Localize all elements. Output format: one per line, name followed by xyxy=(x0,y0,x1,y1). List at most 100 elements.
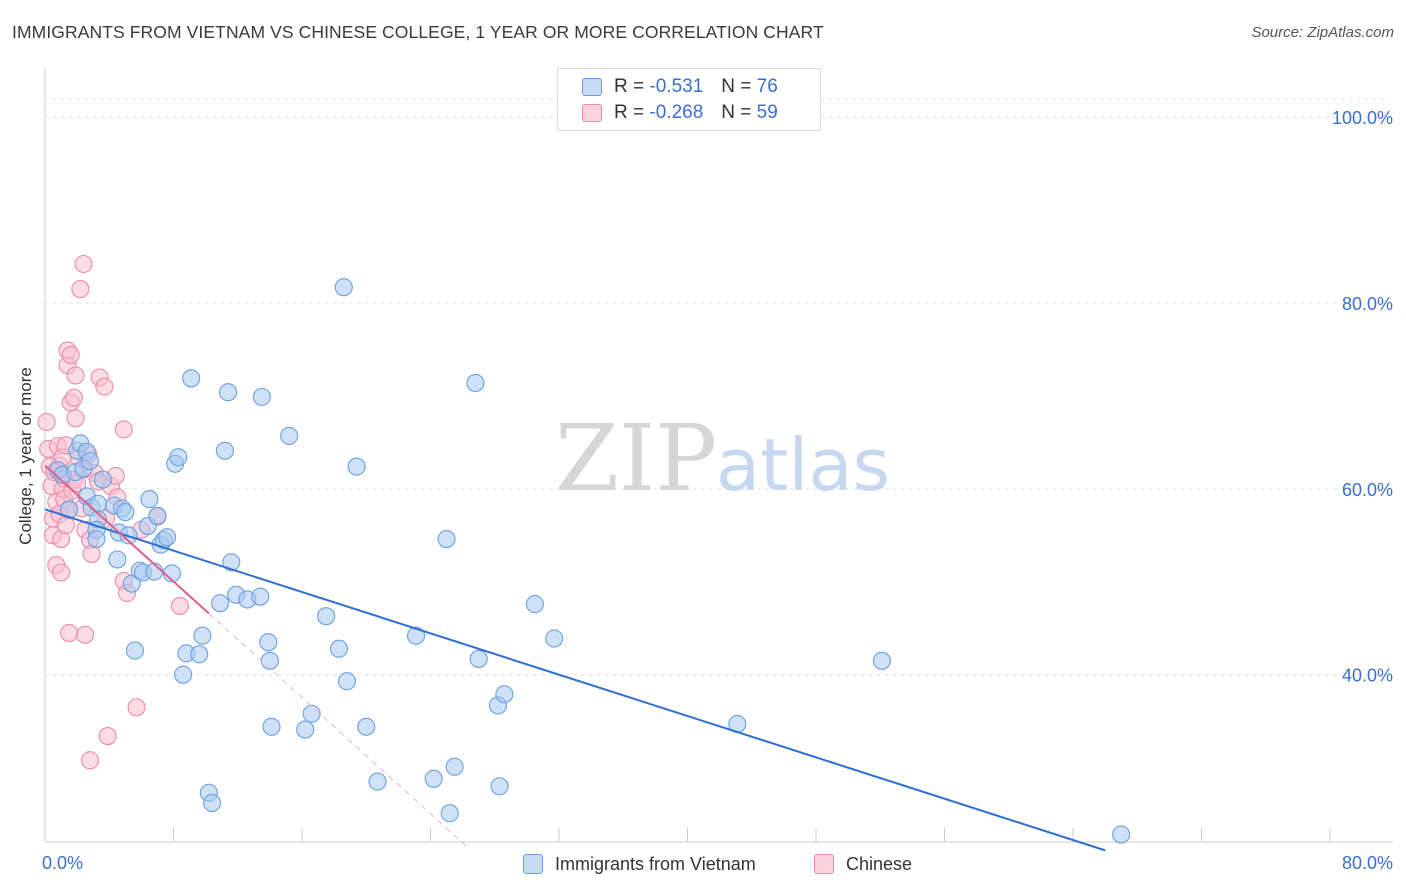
y-tick-label: 40.0% xyxy=(1342,666,1393,686)
vietnam-point xyxy=(368,772,387,791)
vietnam-point xyxy=(259,633,278,652)
vietnam-point xyxy=(88,494,108,513)
vietnam-point xyxy=(93,470,112,489)
vietnam-point xyxy=(437,530,456,549)
vietnam-point xyxy=(329,639,348,658)
chinese-trend-extension xyxy=(208,613,467,847)
chinese-point xyxy=(114,420,133,439)
vietnam-point xyxy=(490,777,509,796)
watermark-atlas: atlas xyxy=(716,423,890,507)
x-tick-label-max: 80.0% xyxy=(1342,853,1393,873)
legend-swatch-chinese xyxy=(582,104,602,122)
vietnam-point xyxy=(262,717,281,736)
legend-r-value: -0.268 xyxy=(649,102,704,123)
chinese-point xyxy=(98,727,117,746)
vietnam-point xyxy=(445,757,464,776)
tick-labels: 40.0% 60.0% 80.0% 100.0% 0.0% 80.0% xyxy=(42,108,1393,873)
vietnam-point xyxy=(140,490,159,509)
legend-n-label: N = xyxy=(721,102,752,123)
vietnam-point xyxy=(108,550,127,569)
vietnam-point xyxy=(347,457,366,476)
vietnam-point xyxy=(122,574,141,593)
chinese-point xyxy=(66,366,85,385)
source-label: Source: ZipAtlas.com xyxy=(1251,24,1394,41)
chinese-trend-line xyxy=(44,464,210,615)
chinese-point xyxy=(71,280,90,299)
bottom-legend-chinese: Chinese xyxy=(814,852,912,876)
vietnam-point xyxy=(424,769,443,788)
vietnam-point xyxy=(260,651,279,670)
vietnam-point xyxy=(125,641,144,660)
bottom-legend-label-chinese: Chinese xyxy=(846,853,913,874)
chinese-point xyxy=(52,563,71,582)
grid-lines xyxy=(45,98,1390,676)
chinese-point xyxy=(127,698,146,717)
y-tick-label: 60.0% xyxy=(1342,480,1393,500)
y-tick-label: 80.0% xyxy=(1342,294,1393,314)
chinese-point xyxy=(61,346,80,365)
chinese-point xyxy=(66,409,85,428)
chinese-point xyxy=(170,596,189,616)
vietnam-point xyxy=(203,793,222,813)
vietnam-point xyxy=(337,672,357,691)
legend-r-label: R = xyxy=(614,76,645,97)
chinese-point xyxy=(95,377,114,396)
correlation-legend: R = -0.531 N = 76 R = -0.268 N = 59 xyxy=(557,68,821,131)
chinese-point xyxy=(37,412,56,432)
trend-lines xyxy=(44,464,1106,852)
vietnam-point xyxy=(525,595,544,614)
vietnam-point xyxy=(440,804,459,823)
vietnam-point xyxy=(158,528,177,547)
vietnam-point xyxy=(148,506,167,525)
vietnam-point xyxy=(87,530,106,549)
chinese-point xyxy=(76,625,95,644)
chinese-point xyxy=(80,751,100,770)
vietnam-trend-line xyxy=(44,508,1106,852)
bottom-legend-swatch-chinese xyxy=(814,854,834,874)
vietnam-point xyxy=(169,448,188,467)
legend-n-label: N = xyxy=(721,76,752,97)
legend-swatch-vietnam xyxy=(582,78,602,96)
vietnam-point xyxy=(211,594,230,613)
legend-row-vietnam: R = -0.531 N = 76 xyxy=(582,76,778,98)
vietnam-point xyxy=(174,665,193,684)
vietnam-point xyxy=(334,278,353,297)
bottom-legend-vietnam: Immigrants from Vietnam xyxy=(523,852,756,876)
chinese-point xyxy=(64,388,83,407)
vietnam-point xyxy=(296,720,315,739)
vietnam-point xyxy=(317,607,336,626)
legend-n-value: 59 xyxy=(756,102,778,123)
legend-r-label: R = xyxy=(614,102,645,123)
vietnam-point xyxy=(215,441,234,460)
vietnam-point xyxy=(145,562,164,581)
vietnam-point xyxy=(252,387,271,406)
vietnam-point xyxy=(219,383,238,402)
chinese-point xyxy=(56,516,75,535)
vietnam-point xyxy=(302,704,321,723)
vietnam-point xyxy=(80,451,100,471)
vietnam-point xyxy=(182,369,201,388)
bottom-legend-swatch-vietnam xyxy=(523,854,543,874)
vietnam-point xyxy=(466,373,485,392)
legend-r-value: -0.531 xyxy=(649,76,704,97)
vietnam-point xyxy=(116,503,135,522)
vietnam-point xyxy=(190,645,209,664)
vietnam-point xyxy=(280,426,299,445)
vietnam-point xyxy=(872,651,891,670)
legend-n-value: 76 xyxy=(756,76,778,97)
zipatlas-watermark: ZIP atlas xyxy=(555,405,890,512)
vietnam-point xyxy=(406,626,426,645)
legend-row-chinese: R = -0.268 N = 59 xyxy=(582,102,778,124)
y-tick-label: 100.0% xyxy=(1332,108,1393,128)
vietnam-point xyxy=(193,626,212,645)
vietnam-point xyxy=(251,587,270,606)
vietnam-point xyxy=(222,553,241,572)
watermark-zip: ZIP xyxy=(555,405,717,512)
chinese-point xyxy=(74,254,93,274)
chinese-point xyxy=(60,623,79,642)
vietnam-point xyxy=(495,685,514,704)
vietnam-point xyxy=(357,717,376,736)
x-tick-label-min: 0.0% xyxy=(42,853,83,873)
vietnam-point xyxy=(545,629,564,648)
vietnam-point xyxy=(469,649,488,668)
